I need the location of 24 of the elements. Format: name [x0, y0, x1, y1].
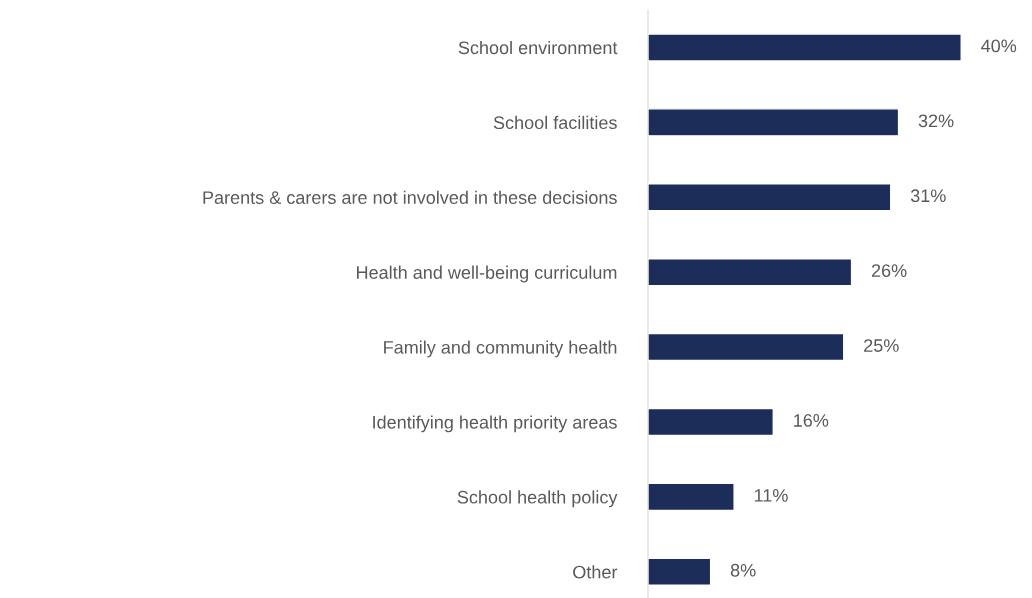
data-label: 26% [871, 264, 907, 278]
bar [648, 183, 892, 212]
bar [648, 557, 712, 586]
bar [648, 407, 774, 437]
bar [648, 332, 845, 362]
y-tick-label: Parents & carers are not involved in these decisions [203, 190, 617, 204]
bar [648, 482, 735, 512]
y-tick-label: Identifying health priority areas [373, 415, 617, 433]
y-tick-label: School environment [458, 40, 618, 55]
y-tick-label: Family and community health [384, 340, 617, 358]
y-tick-label: School facilities [493, 115, 617, 130]
y-tick-label: Health and well-being curriculum [357, 265, 617, 283]
data-label: 16% [794, 414, 829, 427]
data-label: 8% [730, 563, 756, 577]
data-label: 25% [864, 339, 899, 352]
data-label: 31% [910, 189, 946, 203]
data-label: 11% [754, 489, 788, 502]
y-tick-label: School health policy [457, 490, 618, 508]
y-tick-label: Other [573, 565, 618, 579]
bar [648, 108, 900, 137]
data-label: 40% [981, 39, 1017, 53]
data-label: 32% [918, 114, 954, 128]
bar [648, 33, 962, 62]
bar [648, 257, 853, 287]
